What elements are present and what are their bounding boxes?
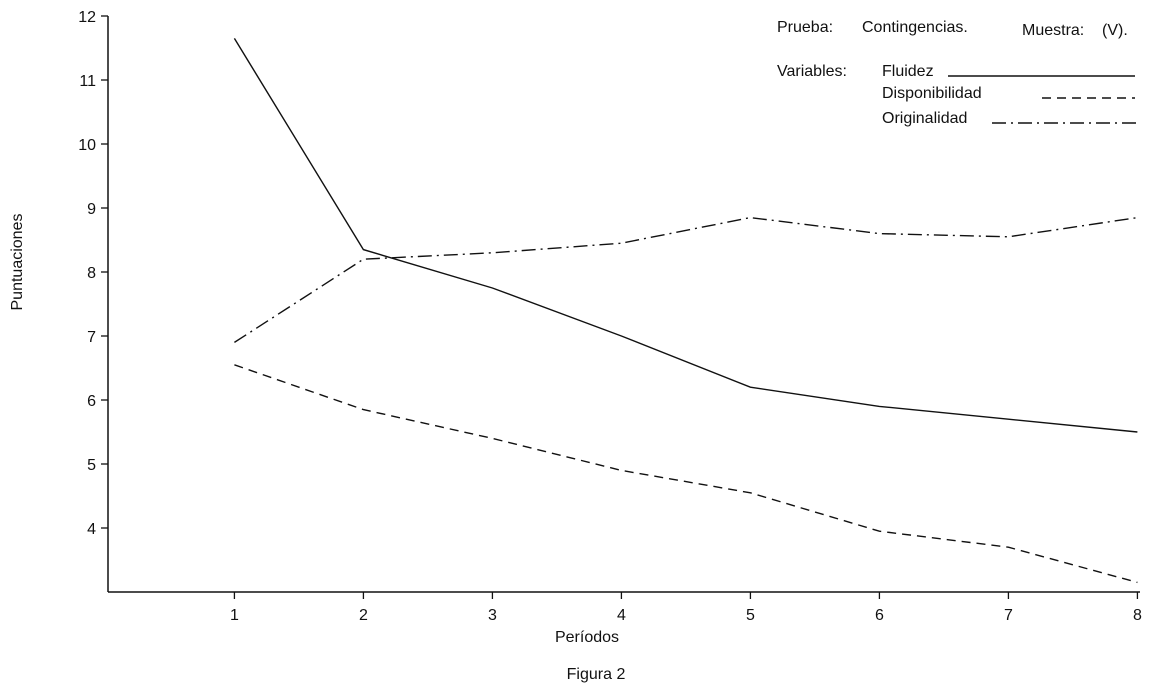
y-tick-label: 12 <box>78 9 96 26</box>
muestra-value: (V). <box>1102 22 1128 39</box>
y-tick-label: 11 <box>79 73 96 90</box>
legend-label-originalidad: Originalidad <box>882 110 967 127</box>
x-tick-label: 7 <box>1004 607 1013 624</box>
legend-label-disponibilidad: Disponibilidad <box>882 85 982 102</box>
series-line-fluidez <box>233 38 1138 433</box>
muestra-label: Muestra: <box>1022 22 1084 39</box>
y-ticks: 4 5 6 7 8 9 10 11 12 <box>78 9 108 538</box>
legend-label-fluidez: Fluidez <box>882 63 934 80</box>
y-axis-title: Puntuaciones <box>9 214 26 311</box>
y-tick-label: 10 <box>78 137 96 154</box>
legend: Variables: Fluidez Disponibilidad Original… <box>777 63 1140 127</box>
y-tick-label: 5 <box>87 457 96 474</box>
y-tick-label: 4 <box>87 521 96 538</box>
y-tick-label: 8 <box>87 265 96 282</box>
x-tick-label: 1 <box>230 607 239 624</box>
prueba-label: Prueba: <box>777 19 833 36</box>
y-tick-label: 7 <box>87 329 96 346</box>
y-tick-label: 6 <box>87 393 96 410</box>
y-tick-label: 9 <box>87 201 96 218</box>
prueba-value: Contingencias. <box>862 19 968 36</box>
x-tick-label: 2 <box>359 607 368 624</box>
x-tick-label: 8 <box>1133 607 1142 624</box>
legend-variables-label: Variables: <box>777 63 847 80</box>
x-tick-label: 3 <box>488 607 497 624</box>
x-tick-label: 5 <box>746 607 755 624</box>
axes <box>107 16 1140 593</box>
series-line-disponibilidad <box>234 364 1138 584</box>
series-line-originalidad <box>234 216 1138 343</box>
chart-header: Prueba: Contingencias. Muestra: (V). <box>777 19 1128 39</box>
series-lines <box>233 38 1138 584</box>
figure-caption: Figura 2 <box>567 666 626 683</box>
x-ticks: 1 2 3 4 5 6 7 8 <box>230 592 1142 624</box>
x-axis-title: Períodos <box>555 629 619 646</box>
x-tick-label: 6 <box>875 607 884 624</box>
x-tick-label: 4 <box>617 607 626 624</box>
